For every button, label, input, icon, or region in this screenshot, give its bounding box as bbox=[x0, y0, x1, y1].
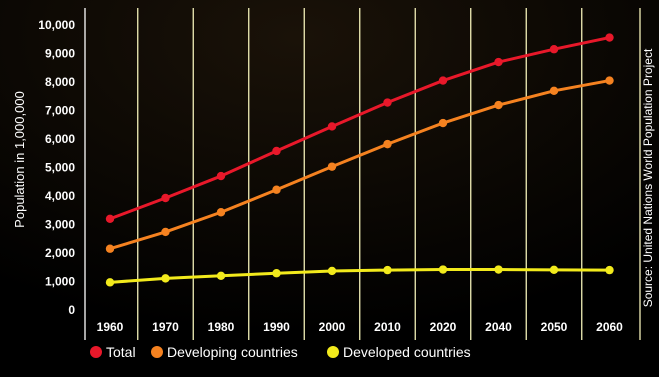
data-point bbox=[272, 146, 281, 156]
legend-swatch bbox=[327, 346, 339, 358]
data-point bbox=[327, 122, 337, 131]
data-point bbox=[549, 86, 559, 96]
y-tick-label: 9,000 bbox=[45, 47, 75, 61]
data-point bbox=[105, 244, 115, 253]
legend-item-2: Developed countries bbox=[327, 344, 471, 360]
x-tick-label: 2000 bbox=[319, 320, 346, 334]
y-tick-label: 0 bbox=[68, 303, 75, 317]
series-line-1 bbox=[108, 79, 611, 251]
data-point bbox=[216, 171, 226, 181]
data-point bbox=[383, 98, 392, 107]
x-tick-label: 2040 bbox=[485, 320, 512, 334]
legend-item-1: Developing countries bbox=[151, 344, 298, 360]
data-point bbox=[327, 266, 337, 276]
x-tick-label: 1990 bbox=[263, 320, 290, 334]
legend-item-0: Total bbox=[90, 344, 136, 360]
data-point bbox=[161, 227, 170, 237]
data-point bbox=[161, 193, 170, 203]
y-tick-label: 6,000 bbox=[45, 132, 75, 146]
legend-swatch bbox=[90, 346, 102, 358]
data-point bbox=[605, 76, 614, 85]
data-point bbox=[494, 265, 503, 274]
data-point bbox=[327, 162, 337, 171]
x-tick-label: 1960 bbox=[97, 320, 124, 334]
x-tick-label: 2020 bbox=[430, 320, 457, 334]
legend-label: Total bbox=[106, 344, 136, 360]
data-point bbox=[494, 100, 503, 110]
y-tick-label: 1,000 bbox=[45, 275, 75, 289]
data-point bbox=[161, 274, 170, 283]
y-tick-label: 5,000 bbox=[45, 161, 75, 175]
y-tick-label: 7,000 bbox=[45, 104, 75, 118]
data-point bbox=[383, 265, 392, 275]
data-point bbox=[216, 208, 226, 217]
y-tick-label: 8,000 bbox=[45, 75, 75, 89]
data-point bbox=[605, 33, 614, 42]
x-tick-label: 1970 bbox=[152, 320, 179, 334]
series-line-0 bbox=[108, 36, 611, 221]
data-point bbox=[383, 139, 392, 149]
data-point bbox=[438, 76, 448, 85]
data-point bbox=[272, 269, 281, 278]
x-tick-label: 1980 bbox=[208, 320, 235, 334]
data-point bbox=[494, 57, 503, 67]
x-tick-label: 2050 bbox=[541, 320, 568, 334]
x-tick-label: 2010 bbox=[374, 320, 401, 334]
data-point bbox=[105, 214, 115, 223]
legend-label: Developing countries bbox=[167, 344, 298, 360]
y-tick-label: 10,000 bbox=[38, 18, 75, 32]
y-tick-label: 4,000 bbox=[45, 189, 75, 203]
data-point bbox=[605, 265, 614, 275]
data-point bbox=[272, 185, 281, 194]
legend-label: Developed countries bbox=[343, 344, 471, 360]
y-tick-label: 2,000 bbox=[45, 246, 75, 260]
series-line-2 bbox=[108, 268, 611, 284]
data-point bbox=[549, 265, 559, 275]
data-point bbox=[216, 271, 226, 280]
data-point bbox=[438, 118, 448, 128]
data-point bbox=[549, 45, 559, 54]
y-axis-title: Population in 1,000,000 bbox=[12, 91, 27, 228]
data-point bbox=[105, 278, 115, 287]
y-tick-label: 3,000 bbox=[45, 218, 75, 232]
legend-swatch bbox=[151, 346, 163, 358]
source-note: Source: United Nations World Population … bbox=[641, 48, 655, 307]
x-tick-label: 2060 bbox=[596, 320, 623, 334]
data-point bbox=[438, 265, 448, 274]
